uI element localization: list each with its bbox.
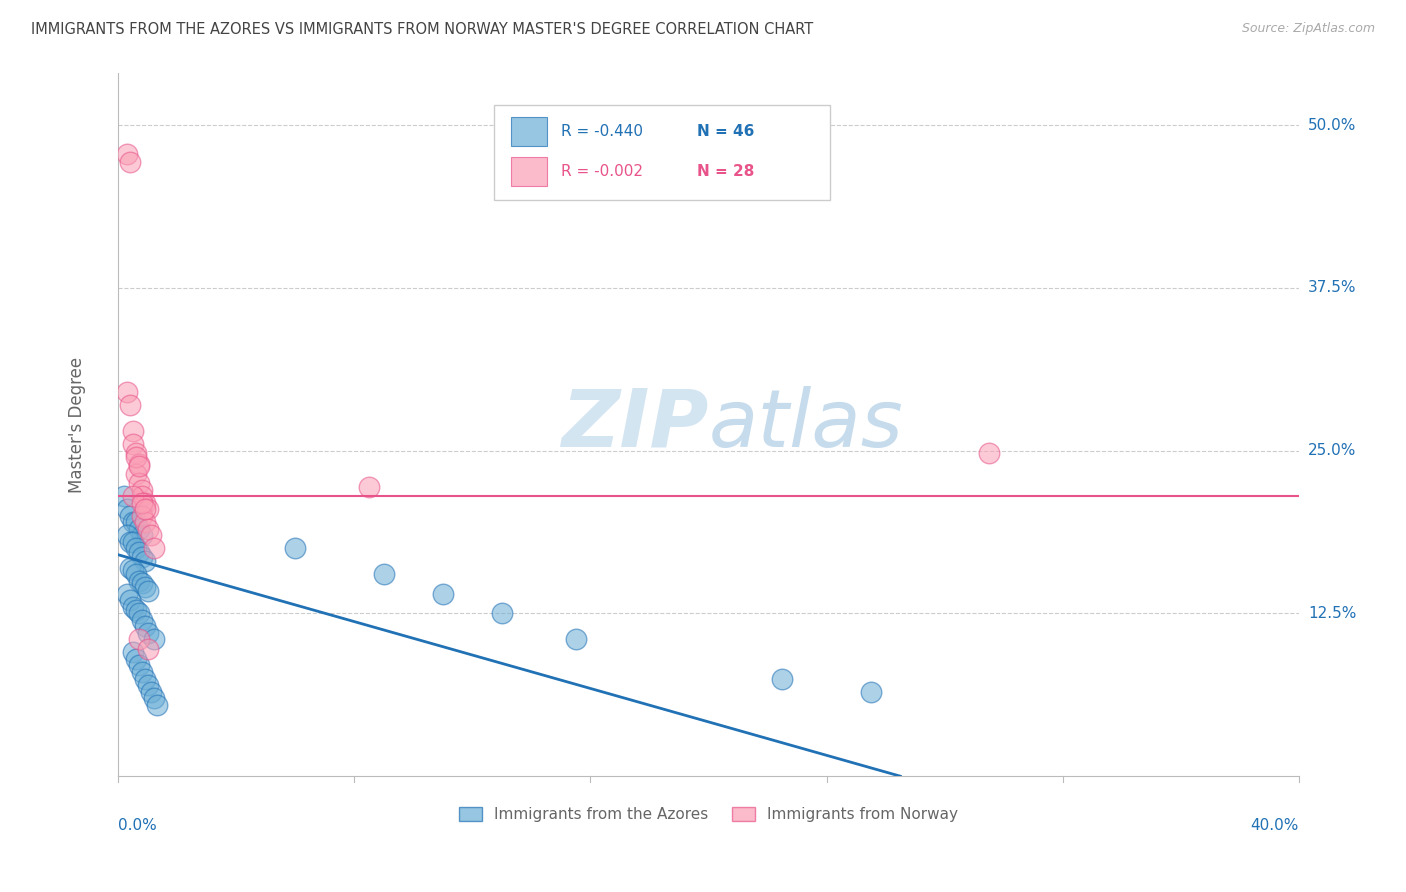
Text: 25.0%: 25.0% xyxy=(1308,443,1357,458)
Point xyxy=(131,665,153,679)
Point xyxy=(284,541,307,556)
Text: N = 46: N = 46 xyxy=(697,124,754,139)
Point xyxy=(112,489,135,503)
Point xyxy=(115,502,138,516)
Point xyxy=(770,672,793,686)
Point xyxy=(142,541,165,556)
Point xyxy=(136,522,159,536)
Point xyxy=(134,554,156,568)
Point xyxy=(128,459,150,474)
FancyBboxPatch shape xyxy=(512,117,547,146)
Point xyxy=(134,580,156,594)
Point xyxy=(432,587,454,601)
Point xyxy=(120,398,142,412)
Point xyxy=(115,384,138,399)
Point xyxy=(131,508,153,523)
Text: Source: ZipAtlas.com: Source: ZipAtlas.com xyxy=(1241,22,1375,36)
Point xyxy=(564,632,586,647)
Point xyxy=(128,574,150,588)
Point xyxy=(139,528,162,542)
Point xyxy=(977,446,1000,460)
Point xyxy=(122,515,145,529)
Point xyxy=(125,567,148,582)
Point xyxy=(131,528,153,542)
Point xyxy=(131,576,153,591)
Point xyxy=(134,672,156,686)
Point xyxy=(128,632,150,647)
Point xyxy=(122,599,145,614)
Point xyxy=(136,641,159,656)
Text: atlas: atlas xyxy=(709,385,903,464)
Point xyxy=(125,652,148,666)
Text: 40.0%: 40.0% xyxy=(1250,818,1299,833)
Point xyxy=(115,587,138,601)
Point xyxy=(122,489,145,503)
Point xyxy=(136,584,159,599)
FancyBboxPatch shape xyxy=(512,157,547,186)
Point xyxy=(134,496,156,510)
Point xyxy=(128,545,150,559)
Text: 12.5%: 12.5% xyxy=(1308,606,1357,621)
Point xyxy=(134,502,156,516)
Point xyxy=(136,678,159,692)
Point xyxy=(128,607,150,621)
Point xyxy=(128,476,150,491)
Point xyxy=(134,515,156,529)
Point xyxy=(125,541,148,556)
Point xyxy=(122,564,145,578)
Point xyxy=(139,684,162,698)
Point xyxy=(125,450,148,464)
Text: R = -0.440: R = -0.440 xyxy=(561,124,643,139)
Point xyxy=(128,658,150,673)
Text: 0.0%: 0.0% xyxy=(118,818,157,833)
Point xyxy=(125,467,148,481)
Point xyxy=(122,645,145,659)
Legend: Immigrants from the Azores, Immigrants from Norway: Immigrants from the Azores, Immigrants f… xyxy=(453,801,965,829)
Point xyxy=(136,502,159,516)
Point xyxy=(115,528,138,542)
Point xyxy=(122,534,145,549)
Point xyxy=(491,607,513,621)
Point xyxy=(128,457,150,471)
Point xyxy=(120,534,142,549)
Point xyxy=(122,437,145,451)
Point xyxy=(125,515,148,529)
Point xyxy=(142,632,165,647)
Text: R = -0.002: R = -0.002 xyxy=(561,164,643,179)
Point xyxy=(120,561,142,575)
Text: 50.0%: 50.0% xyxy=(1308,118,1357,133)
Point xyxy=(359,480,381,494)
Point xyxy=(115,146,138,161)
Text: IMMIGRANTS FROM THE AZORES VS IMMIGRANTS FROM NORWAY MASTER'S DEGREE CORRELATION: IMMIGRANTS FROM THE AZORES VS IMMIGRANTS… xyxy=(31,22,813,37)
Point xyxy=(145,698,167,712)
Text: N = 28: N = 28 xyxy=(697,164,754,179)
Point xyxy=(373,567,395,582)
Point xyxy=(120,154,142,169)
Point xyxy=(128,522,150,536)
Point xyxy=(131,496,153,510)
Point xyxy=(131,613,153,627)
Point xyxy=(120,508,142,523)
Point xyxy=(125,446,148,460)
Point xyxy=(131,550,153,565)
Point xyxy=(859,684,882,698)
Point xyxy=(125,602,148,616)
Point xyxy=(131,483,153,497)
Point xyxy=(136,626,159,640)
FancyBboxPatch shape xyxy=(494,104,830,200)
Text: 37.5%: 37.5% xyxy=(1308,280,1357,295)
Point xyxy=(120,593,142,607)
Point xyxy=(131,489,153,503)
Text: ZIP: ZIP xyxy=(561,385,709,464)
Point xyxy=(142,691,165,706)
Point xyxy=(134,619,156,633)
Text: Master's Degree: Master's Degree xyxy=(67,357,86,492)
Point xyxy=(122,424,145,438)
